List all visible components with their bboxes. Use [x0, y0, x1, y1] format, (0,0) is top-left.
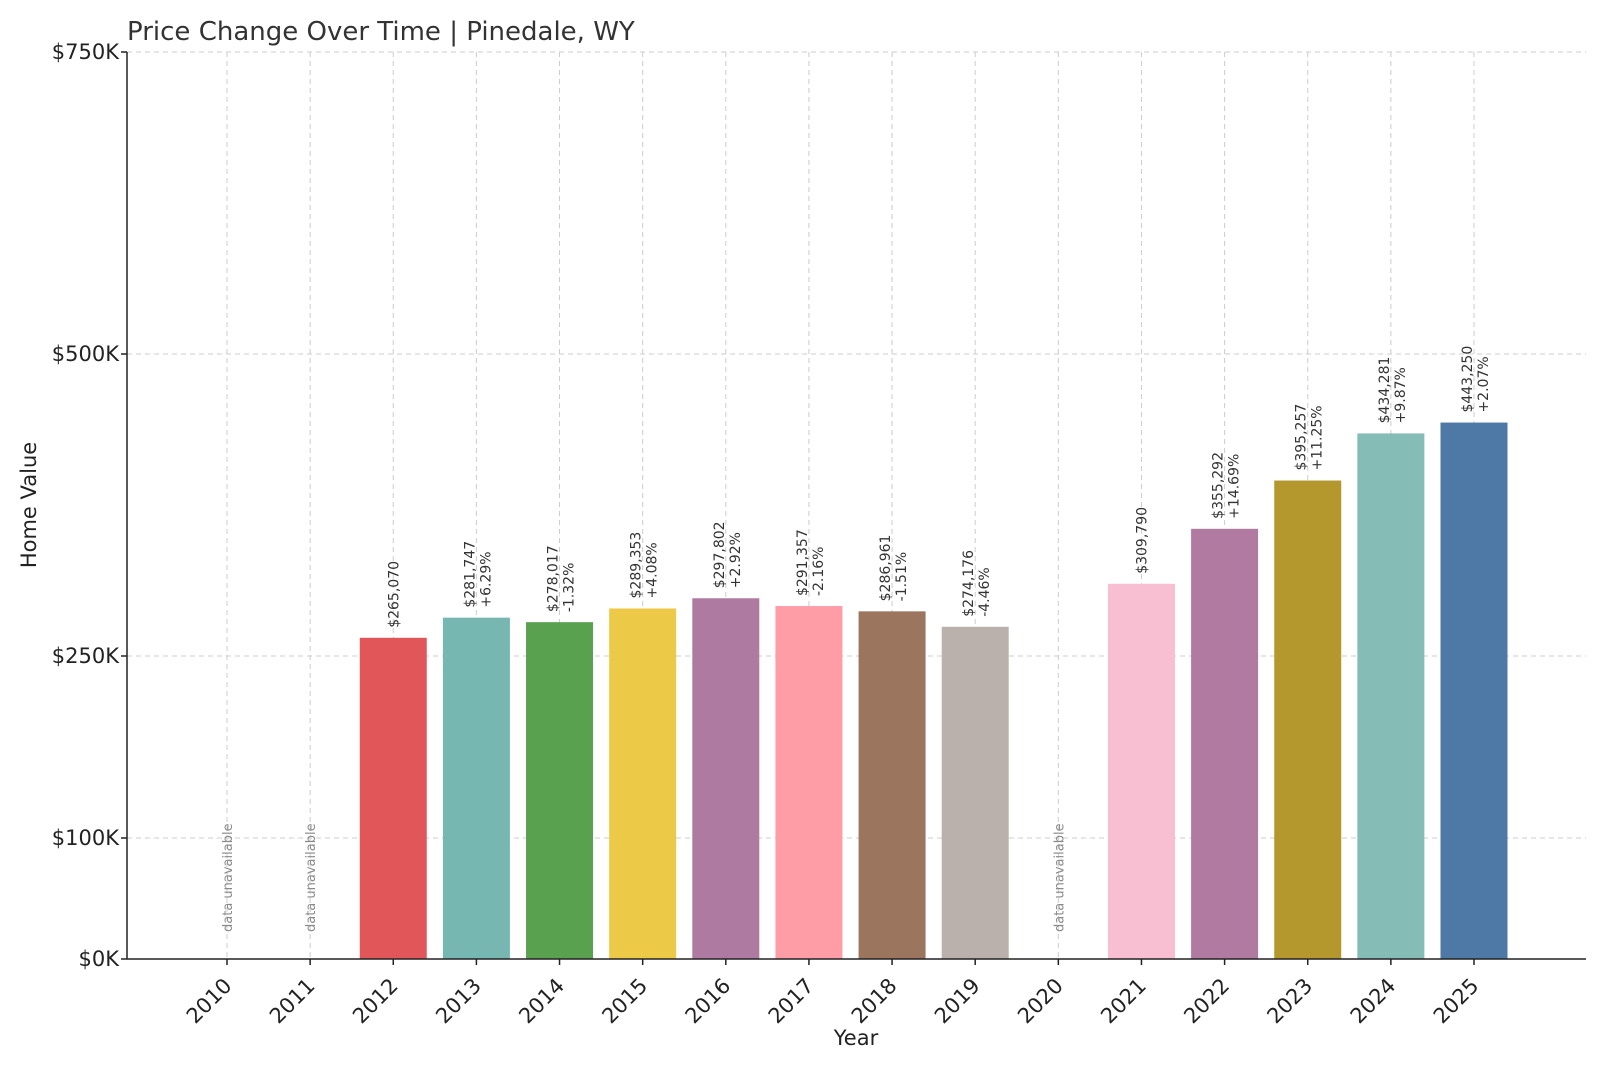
bar-2025 — [1440, 422, 1508, 960]
value-label-2023: $395,257 — [1294, 404, 1310, 471]
x-tick-label: 2024 — [1346, 974, 1401, 1029]
y-tick-label: $100K — [52, 826, 120, 850]
value-label-2014: $278,017 — [546, 545, 562, 612]
x-tick-label: 2023 — [1263, 974, 1318, 1029]
chart-title: Price Change Over Time | Pinedale, WY — [127, 17, 635, 47]
bar-2017 — [775, 606, 843, 959]
bar-2022 — [1191, 528, 1259, 959]
change-label-2013: +6.29% — [478, 551, 494, 607]
x-axis-label: Year — [833, 1026, 879, 1050]
change-label-2025: +2.07% — [1476, 356, 1492, 412]
bar-2021 — [1107, 583, 1175, 959]
x-tick-label: 2021 — [1096, 974, 1151, 1029]
bar-2015 — [609, 608, 677, 959]
value-label-2025: $443,250 — [1460, 346, 1476, 413]
data-unavailable-label: data unavailable — [304, 823, 319, 932]
change-label-2018: -1.51% — [894, 552, 910, 602]
change-label-2024: +9.87% — [1393, 367, 1409, 423]
x-tick-label: 2015 — [597, 974, 652, 1029]
value-label-2017: $291,357 — [795, 529, 811, 596]
x-tick-label: 2014 — [514, 974, 569, 1029]
x-tick-label: 2012 — [348, 974, 403, 1029]
bar-2018 — [858, 611, 926, 959]
y-axis-label: Home Value — [17, 442, 41, 568]
x-tick-label: 2017 — [764, 974, 819, 1029]
bar-2014 — [526, 622, 594, 959]
value-label-2019: $274,176 — [961, 550, 977, 617]
bar-2012 — [359, 637, 427, 959]
value-label-2012: $265,070 — [386, 561, 402, 628]
change-label-2022: +14.69% — [1227, 454, 1243, 519]
value-label-2013: $281,747 — [462, 541, 478, 608]
x-tick-label: 2025 — [1429, 974, 1484, 1029]
bar-2016 — [692, 598, 760, 959]
bar-2019 — [941, 626, 1009, 959]
change-label-2019: -4.46% — [977, 567, 993, 617]
x-tick-label: 2019 — [930, 974, 985, 1029]
change-label-2023: +11.25% — [1310, 405, 1326, 470]
y-tick-label: $500K — [52, 342, 120, 366]
value-label-2022: $355,292 — [1211, 452, 1227, 519]
y-tick-label: $250K — [52, 644, 120, 668]
x-tick-label: 2013 — [431, 974, 486, 1029]
data-unavailable-label: data unavailable — [221, 823, 236, 932]
x-tick-label: 2018 — [847, 974, 902, 1029]
data-unavailable-label: data unavailable — [1052, 823, 1067, 932]
x-tick-label: 2022 — [1179, 974, 1234, 1029]
data-labels-layer: data unavailable data unavailable $265,070… — [221, 346, 1492, 932]
bars-layer — [359, 422, 1508, 960]
change-label-2015: +4.08% — [645, 542, 661, 598]
y-tick-label: $750K — [52, 40, 120, 64]
value-label-2021: $309,790 — [1134, 507, 1150, 574]
bar-2013 — [442, 617, 510, 959]
x-tick-label: 2016 — [681, 974, 736, 1029]
y-tick-label: $0K — [79, 947, 121, 971]
change-label-2017: -2.16% — [811, 547, 827, 597]
value-label-2018: $286,961 — [878, 535, 894, 602]
value-label-2024: $434,281 — [1377, 357, 1393, 424]
x-tick-label: 2010 — [182, 974, 237, 1029]
x-tick-label: 2020 — [1013, 974, 1068, 1029]
value-label-2016: $297,802 — [712, 521, 728, 588]
bar-2023 — [1274, 480, 1342, 959]
bar-2024 — [1357, 433, 1425, 959]
x-tick-label: 2011 — [265, 974, 320, 1029]
change-label-2016: +2.92% — [728, 532, 744, 588]
value-label-2015: $289,353 — [629, 532, 645, 599]
change-label-2014: -1.32% — [562, 563, 578, 613]
